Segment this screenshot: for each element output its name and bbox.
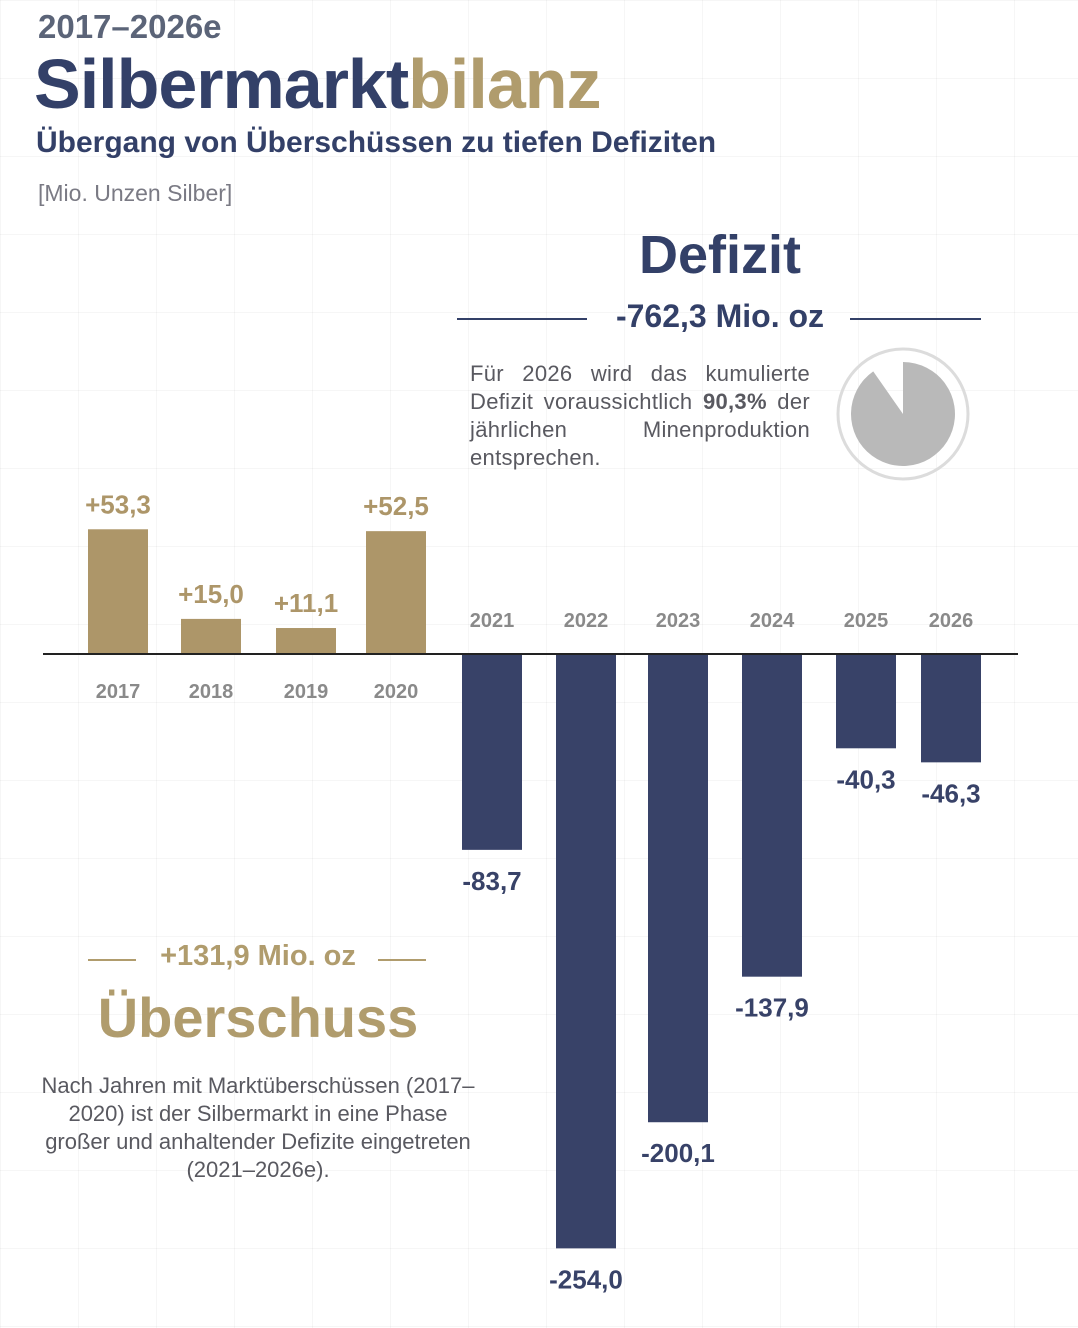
value-label-2021: -83,7 (462, 866, 521, 896)
tick-label-2024: 2024 (750, 610, 795, 632)
deficit-heading: Defizit (639, 225, 801, 285)
bar-2022 (556, 654, 616, 1249)
value-label-2023: -200,1 (641, 1138, 715, 1168)
bar-2025 (836, 654, 896, 749)
value-label-2019: +11,1 (274, 588, 338, 618)
bar-2018 (181, 618, 241, 654)
surplus-note: Nach Jahren mit Marktüberschüssen (2017–… (41, 1073, 475, 1182)
value-label-2022: -254,0 (549, 1264, 623, 1294)
surplus-total: +131,9 Mio. oz (160, 940, 356, 972)
tick-label-2019: 2019 (284, 681, 329, 703)
deficit-note-suffix: der jährlichen Minenproduktion entsprech… (470, 389, 810, 470)
tick-label-2026: 2026 (929, 610, 974, 632)
value-label-2024: -137,9 (735, 993, 809, 1023)
title-part-bilanz: bilanz (408, 45, 601, 123)
deficit-note: Für 2026 wird das kumulierte Defizit vor… (470, 360, 810, 472)
pie-slice-share (850, 362, 955, 466)
deficit-note-prefix: Für 2026 wird das kumulierte Defizit vor… (470, 361, 810, 414)
deficit-rule-right (850, 318, 981, 320)
tick-label-2018: 2018 (189, 681, 234, 703)
value-label-2017: +53,3 (85, 489, 151, 519)
bar-2020 (366, 531, 426, 654)
period-label: 2017–2026e (38, 8, 222, 45)
bar-2026 (921, 654, 981, 763)
title-part-silbermarkt: Silbermarkt (34, 45, 409, 123)
value-label-2026: -46,3 (921, 778, 980, 808)
bar-2019 (276, 628, 336, 654)
tick-label-2022: 2022 (564, 610, 609, 632)
value-label-2020: +52,5 (363, 491, 429, 521)
unit-label: [Mio. Unzen Silber] (38, 180, 233, 206)
pie-ring (836, 347, 970, 481)
page-title: Silbermarktbilanz (34, 44, 602, 124)
bar-2021 (462, 654, 522, 850)
surplus-rule-right (378, 959, 426, 961)
tick-label-2017: 2017 (96, 681, 141, 703)
tick-label-2023: 2023 (656, 610, 701, 632)
value-label-2025: -40,3 (836, 764, 895, 794)
bar-2017 (88, 529, 148, 654)
deficit-total: -762,3 Mio. oz (615, 298, 825, 334)
tick-label-2025: 2025 (844, 610, 889, 632)
bar-2024 (742, 654, 802, 977)
tick-label-2020: 2020 (374, 681, 419, 703)
tick-label-2021: 2021 (470, 610, 515, 632)
deficit-note-value: 90,3% (702, 389, 767, 414)
bar-2023 (648, 654, 708, 1123)
value-label-2018: +15,0 (178, 579, 244, 609)
deficit-rule-left (457, 318, 587, 320)
page-subtitle: Übergang von Überschüssen zu tiefen Defi… (36, 126, 717, 159)
surplus-heading: Überschuss (97, 986, 419, 1049)
surplus-rule-left (88, 959, 136, 961)
